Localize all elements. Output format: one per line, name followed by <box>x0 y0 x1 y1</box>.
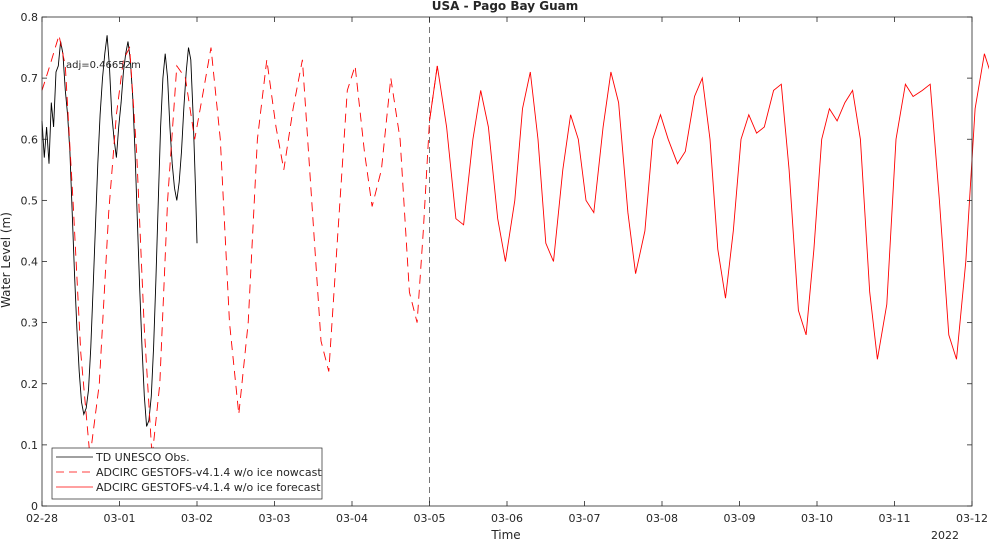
x-tick-label: 03-03 <box>259 512 291 525</box>
x-tick-label: 03-02 <box>181 512 213 525</box>
x-tick-label: 03-08 <box>646 512 678 525</box>
x-tick-label: 03-07 <box>569 512 601 525</box>
x-tick-label: 03-04 <box>336 512 368 525</box>
x-tick-label: 02-28 <box>26 512 58 525</box>
y-tick-label: 0.5 <box>21 194 39 207</box>
plot-area <box>42 17 972 506</box>
plot-background <box>42 17 972 506</box>
x-tick-label: 03-11 <box>879 512 911 525</box>
y-tick-label: 0.3 <box>21 317 39 330</box>
x-tick-label: 03-06 <box>491 512 523 525</box>
year-label: 2022 <box>931 529 959 541</box>
legend-label-forecast: ADCIRC GESTOFS-v4.1.4 w/o ice forecast <box>96 481 321 494</box>
x-tick-label: 03-10 <box>801 512 833 525</box>
legend-label-nowcast: ADCIRC GESTOFS-v4.1.4 w/o ice nowcast <box>96 466 322 479</box>
adjustment-annotation: adj=0.46652m <box>66 60 141 71</box>
legend: TD UNESCO Obs. ADCIRC GESTOFS-v4.1.4 w/o… <box>52 448 322 499</box>
x-tick-label: 03-05 <box>414 512 446 525</box>
y-tick-label: 0.7 <box>21 72 39 85</box>
chart-title: USA - Pago Bay Guam <box>432 0 578 13</box>
y-tick-label: 0.4 <box>21 256 39 269</box>
y-tick-label: 0.2 <box>21 378 39 391</box>
y-tick-label: 0.6 <box>21 133 39 146</box>
y-axis-label: Water Level (m) <box>0 212 13 308</box>
x-tick-label: 03-09 <box>724 512 756 525</box>
y-tick-label: 0.8 <box>21 11 39 24</box>
x-tick-label: 03-01 <box>104 512 136 525</box>
legend-label-observed: TD UNESCO Obs. <box>95 451 190 464</box>
y-tick-label: 0.1 <box>21 439 39 452</box>
x-tick-label: 03-12 <box>956 512 988 525</box>
x-axis-label: Time <box>490 528 520 541</box>
y-tick-label: 0 <box>31 500 38 513</box>
